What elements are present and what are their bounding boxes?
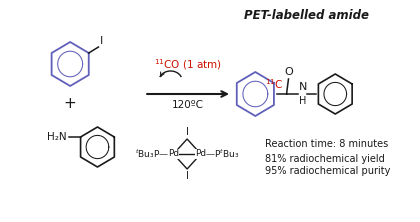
Text: H₂N: H₂N	[47, 132, 67, 142]
Text: Pd: Pd	[195, 149, 206, 159]
Text: H: H	[299, 96, 307, 106]
Text: 120ºC: 120ºC	[172, 100, 204, 110]
Text: Pd: Pd	[168, 149, 179, 159]
Text: $^{11}$CO (1 atm): $^{11}$CO (1 atm)	[154, 57, 222, 72]
Text: 95% radiochemical purity: 95% radiochemical purity	[265, 166, 391, 176]
Text: I: I	[186, 171, 189, 181]
Text: O: O	[284, 67, 293, 77]
Text: 81% radiochemical yield: 81% radiochemical yield	[265, 154, 385, 164]
Text: +: +	[64, 97, 76, 111]
Text: I: I	[186, 127, 189, 137]
Text: N: N	[299, 82, 307, 92]
Text: PET-labelled amide: PET-labelled amide	[244, 9, 370, 22]
Text: $^t$Bu₃P—: $^t$Bu₃P—	[135, 148, 170, 160]
Text: —P$^t$Bu₃: —P$^t$Bu₃	[205, 148, 239, 160]
Text: Reaction time: 8 minutes: Reaction time: 8 minutes	[265, 139, 388, 149]
Text: $^{11}$C: $^{11}$C	[265, 77, 284, 91]
Text: I: I	[100, 36, 103, 46]
